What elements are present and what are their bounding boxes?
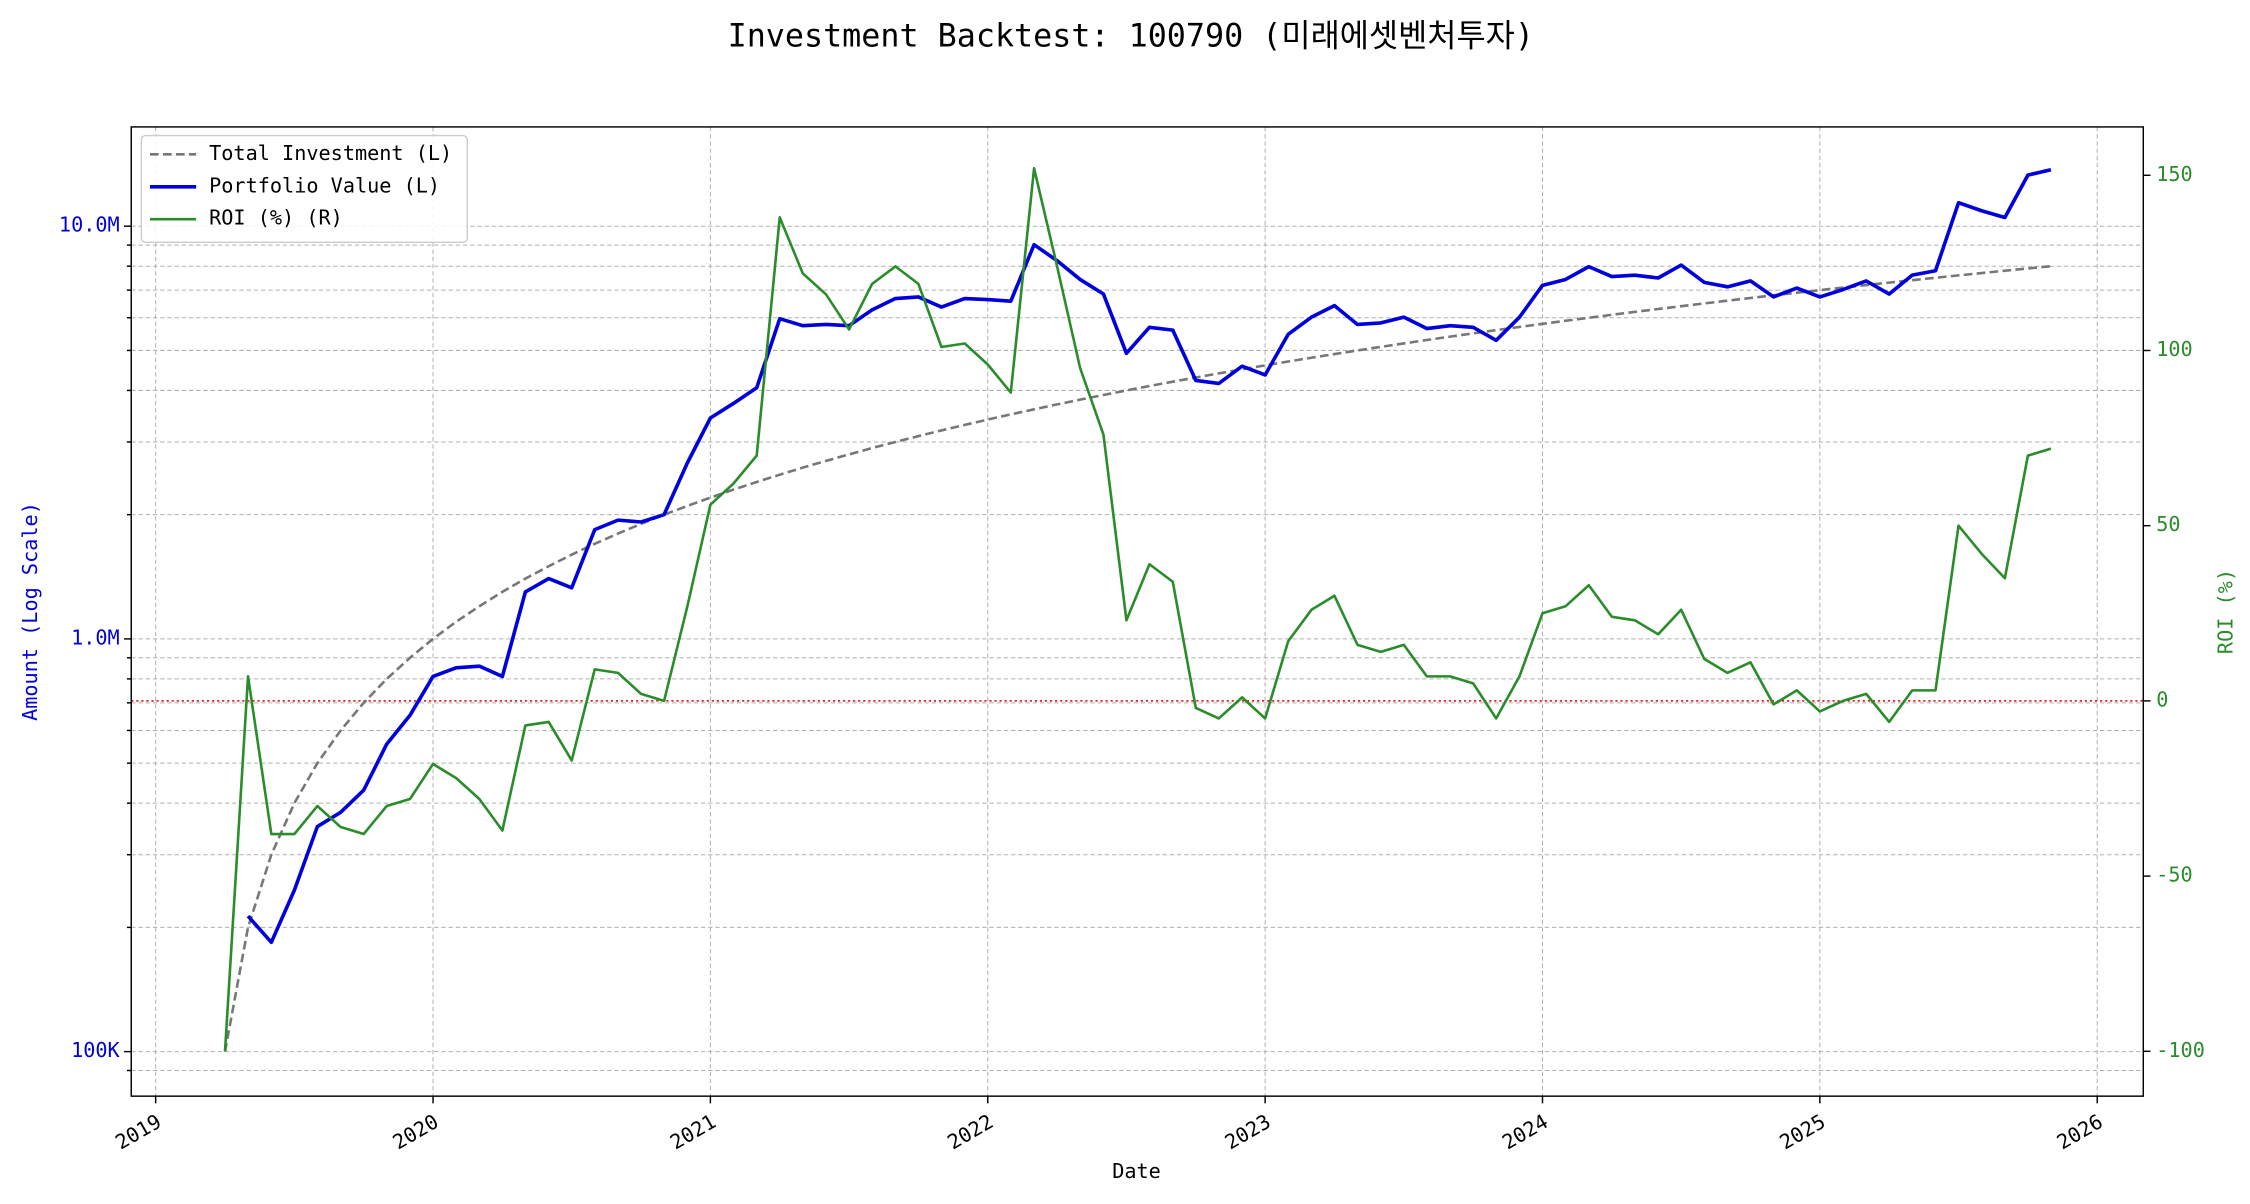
- series-line: [223, 264, 2052, 1052]
- plot-lines: [223, 166, 2052, 1052]
- y2-tick-label: 50: [2156, 512, 2180, 536]
- y2-tick-label: 0: [2156, 687, 2168, 711]
- y2-axis-label: ROI (%): [2213, 569, 2237, 654]
- y-axis-label: Amount (Log Scale): [18, 502, 42, 721]
- chart-title: Investment Backtest: 100790 (미래에셋벤처투자): [728, 19, 1534, 55]
- y-tick-label: 100K: [71, 1038, 120, 1062]
- y2-tick-label: 100: [2156, 337, 2192, 361]
- x-axis-label: Date: [1112, 1159, 1161, 1183]
- y2-tick-label: -50: [2156, 863, 2192, 887]
- series-line: [223, 166, 2052, 1052]
- legend-label: ROI (%) (R): [209, 206, 343, 230]
- y-tick-label: 10.0M: [59, 213, 120, 237]
- series-line: [246, 168, 2052, 945]
- y2-tick-label: -100: [2156, 1038, 2205, 1062]
- legend-label: Portfolio Value (L): [209, 173, 440, 197]
- y-tick-label: 1.0M: [71, 625, 120, 649]
- legend-label: Total Investment (L): [209, 141, 452, 165]
- plot-frame: [130, 126, 2144, 1097]
- legend-box: [140, 134, 469, 244]
- y2-tick-label: 150: [2156, 162, 2192, 186]
